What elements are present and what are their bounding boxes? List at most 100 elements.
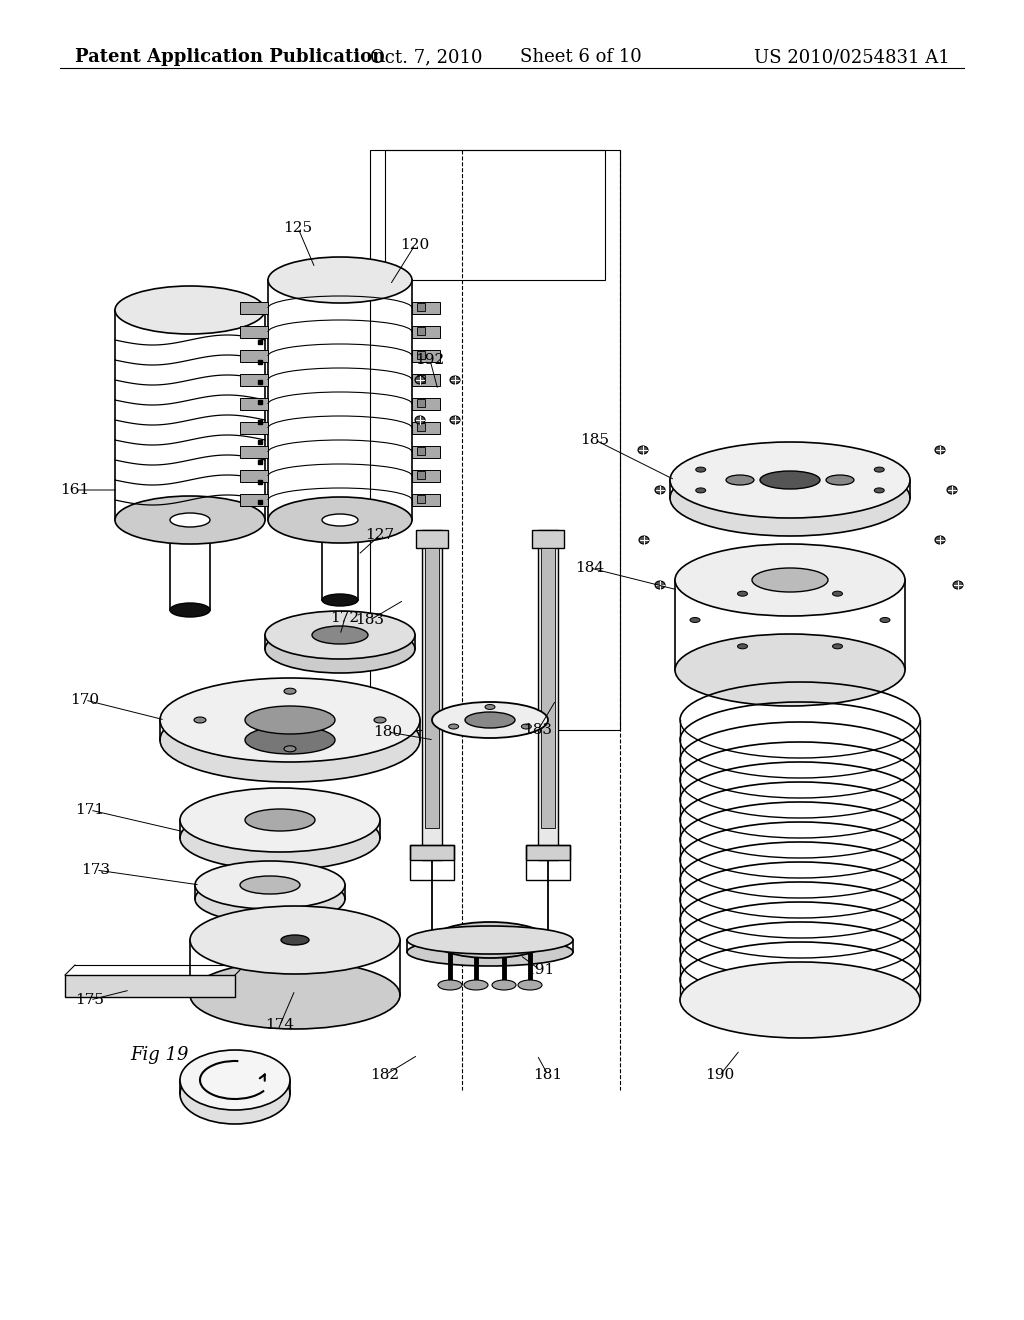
Bar xyxy=(422,531,442,861)
Ellipse shape xyxy=(695,467,706,473)
Bar xyxy=(240,470,268,482)
Bar xyxy=(425,548,439,828)
Text: US 2010/0254831 A1: US 2010/0254831 A1 xyxy=(755,48,950,66)
Text: 170: 170 xyxy=(71,693,99,708)
Bar xyxy=(526,845,570,861)
Text: 190: 190 xyxy=(706,1068,734,1082)
Text: Sheet 6 of 10: Sheet 6 of 10 xyxy=(520,48,642,66)
Bar xyxy=(417,399,425,407)
Text: 183: 183 xyxy=(355,612,384,627)
Bar xyxy=(410,845,454,861)
Bar xyxy=(417,304,425,312)
Ellipse shape xyxy=(284,688,296,694)
Ellipse shape xyxy=(432,921,548,958)
Ellipse shape xyxy=(438,979,462,990)
Bar xyxy=(412,302,440,314)
Ellipse shape xyxy=(415,376,425,384)
Bar xyxy=(412,446,440,458)
Bar xyxy=(417,351,425,359)
Ellipse shape xyxy=(947,486,957,494)
Bar xyxy=(417,327,425,335)
Ellipse shape xyxy=(518,979,542,990)
Bar xyxy=(532,531,564,548)
Ellipse shape xyxy=(194,717,206,723)
Bar xyxy=(412,350,440,362)
Bar xyxy=(526,845,570,880)
Ellipse shape xyxy=(670,442,910,517)
Bar xyxy=(416,531,449,548)
Ellipse shape xyxy=(180,1064,290,1125)
Ellipse shape xyxy=(670,459,910,536)
Text: 182: 182 xyxy=(371,1068,399,1082)
Ellipse shape xyxy=(265,611,415,659)
Text: 184: 184 xyxy=(575,561,604,576)
Ellipse shape xyxy=(655,581,665,589)
Ellipse shape xyxy=(935,446,945,454)
Ellipse shape xyxy=(312,626,368,644)
Ellipse shape xyxy=(374,717,386,723)
Bar xyxy=(240,374,268,385)
Ellipse shape xyxy=(268,257,412,304)
Text: 173: 173 xyxy=(82,863,111,876)
Bar xyxy=(240,422,268,434)
Ellipse shape xyxy=(190,906,400,974)
Ellipse shape xyxy=(874,488,885,492)
Ellipse shape xyxy=(874,467,885,473)
Text: 161: 161 xyxy=(60,483,90,498)
Ellipse shape xyxy=(737,644,748,649)
Ellipse shape xyxy=(833,644,843,649)
Bar xyxy=(240,302,268,314)
Bar xyxy=(410,845,454,880)
Ellipse shape xyxy=(268,498,412,543)
Ellipse shape xyxy=(415,416,425,424)
Bar xyxy=(240,350,268,362)
Bar xyxy=(412,374,440,385)
Ellipse shape xyxy=(265,624,415,673)
Ellipse shape xyxy=(322,513,358,525)
Ellipse shape xyxy=(675,634,905,706)
Ellipse shape xyxy=(752,568,828,591)
Ellipse shape xyxy=(160,698,420,781)
Ellipse shape xyxy=(695,488,706,492)
Bar xyxy=(385,150,605,280)
Bar xyxy=(417,471,425,479)
Bar xyxy=(538,531,558,861)
Ellipse shape xyxy=(180,807,380,870)
Ellipse shape xyxy=(115,286,265,334)
Text: 181: 181 xyxy=(534,1068,562,1082)
Ellipse shape xyxy=(245,726,335,754)
Text: 175: 175 xyxy=(76,993,104,1007)
Ellipse shape xyxy=(170,513,210,527)
Ellipse shape xyxy=(833,591,843,597)
Text: 125: 125 xyxy=(284,220,312,235)
Text: 120: 120 xyxy=(400,238,430,252)
Text: 174: 174 xyxy=(265,1018,295,1032)
Ellipse shape xyxy=(726,475,754,484)
Ellipse shape xyxy=(322,594,358,606)
Ellipse shape xyxy=(492,979,516,990)
Ellipse shape xyxy=(281,935,309,945)
Text: 172: 172 xyxy=(331,611,359,624)
Ellipse shape xyxy=(195,875,345,923)
Text: 191: 191 xyxy=(525,964,555,977)
Bar xyxy=(240,399,268,411)
Ellipse shape xyxy=(245,706,335,734)
Bar xyxy=(240,326,268,338)
Ellipse shape xyxy=(115,496,265,544)
Text: 192: 192 xyxy=(416,352,444,367)
Ellipse shape xyxy=(240,876,300,894)
Bar xyxy=(541,548,555,828)
Bar xyxy=(417,495,425,503)
Ellipse shape xyxy=(953,581,963,589)
Ellipse shape xyxy=(180,1049,290,1110)
Bar xyxy=(412,399,440,411)
Bar xyxy=(240,446,268,458)
Text: Fig 19: Fig 19 xyxy=(130,1045,188,1064)
Bar xyxy=(412,326,440,338)
Ellipse shape xyxy=(464,979,488,990)
Ellipse shape xyxy=(180,788,380,851)
Bar xyxy=(65,975,234,997)
Ellipse shape xyxy=(465,711,515,729)
Ellipse shape xyxy=(690,618,700,623)
Text: Patent Application Publication: Patent Application Publication xyxy=(75,48,385,66)
